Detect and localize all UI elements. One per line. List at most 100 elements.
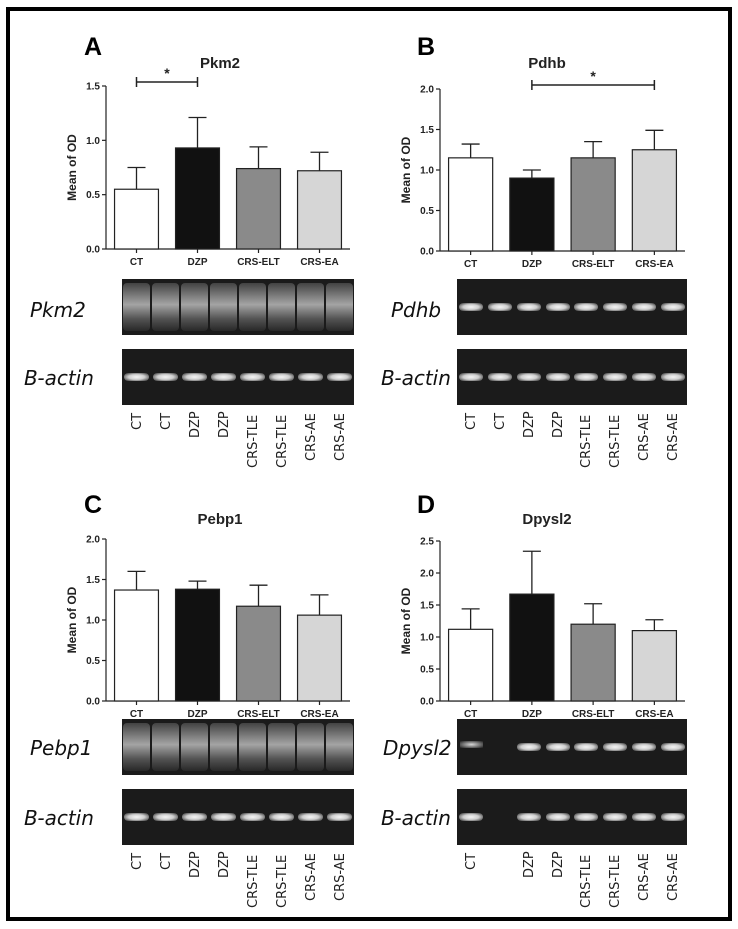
panel-letter: D (417, 491, 436, 519)
x-tick-label: CT (464, 709, 477, 720)
blot-smear (239, 723, 266, 771)
blot-smear (152, 283, 179, 331)
blot-smear (239, 283, 266, 331)
bar-ct (113, 188, 160, 250)
lane-label: CRS-AE (665, 852, 681, 901)
blot-band (574, 373, 599, 381)
x-tick-label: CRS-ELT (237, 709, 280, 720)
x-tick-label: CRS-ELT (572, 709, 615, 720)
significance-star: * (164, 65, 170, 81)
lane-label: DZP (216, 411, 232, 438)
blot-smear (268, 283, 295, 331)
blot-band (516, 303, 541, 311)
blot-band (124, 813, 149, 821)
blot-band (603, 303, 628, 311)
bar-dzp (509, 593, 555, 702)
bar-chart-pkm2: Mean of OD 0.0 0.5 1.0 1.5 CT DZP CRS-ELT CRS-EA… (65, 65, 350, 268)
y-tick-label: 0.0 (86, 245, 100, 256)
x-tick-label: CRS-EA (635, 709, 673, 720)
lane-label: CRS-TLE (274, 854, 290, 909)
bar-crs-ea (296, 614, 343, 702)
y-tick-label: 0.5 (420, 206, 434, 217)
lane-label: CT (158, 853, 174, 871)
blot-band (603, 373, 628, 381)
blot-band (269, 373, 294, 381)
lane-label: CRS-AE (303, 412, 319, 461)
y-tick-label: 1.5 (420, 601, 434, 612)
blot-label-bottom: B-actin (381, 806, 451, 830)
y-tick-label: 2.5 (420, 537, 434, 548)
figure-frame: A Pkm2 Mean of OD 0.0 0.5 1.0 1.5 CT DZP CRS-EL… (6, 7, 732, 921)
blot-band (545, 743, 570, 751)
blot-label-top: Dpysl2 (383, 736, 452, 760)
y-tick-label: 0.5 (86, 190, 100, 201)
blot-band (660, 373, 685, 381)
lane-label: CRS-AE (332, 852, 348, 901)
blot-band (516, 743, 541, 751)
significance-star: * (590, 68, 596, 84)
bar-dzp (174, 588, 221, 702)
blot-smear (297, 283, 324, 331)
bar-chart-pdhb: Mean of OD 0.0 0.5 1.0 1.5 2.0 CT DZP CRS-ELT CRS… (399, 68, 685, 270)
panel-letter: B (417, 33, 436, 61)
lane-label: CRS-TLE (579, 414, 595, 469)
y-tick-label: 0.0 (420, 247, 434, 258)
lane-label: DZP (521, 851, 537, 878)
blot-band (298, 813, 323, 821)
blot-smear (152, 723, 179, 771)
blot-band (488, 303, 513, 311)
blot-band (545, 373, 570, 381)
western-blot-b-actin (122, 789, 354, 845)
blot-smear (181, 283, 208, 331)
blot-band (124, 373, 149, 381)
lane-label: CRS-TLE (245, 414, 261, 469)
y-tick-label: 1.0 (86, 136, 100, 147)
blot-band (574, 743, 599, 751)
y-tick-label: 1.5 (420, 125, 434, 136)
lane-label: CRS-TLE (608, 854, 624, 909)
lane-label: CT (464, 853, 480, 871)
blot-band (631, 813, 656, 821)
blot-band (298, 373, 323, 381)
x-tick-label: CT (130, 257, 143, 268)
y-tick-label: 1.0 (420, 166, 434, 177)
blot-label-top: Pebp1 (30, 736, 93, 760)
y-tick-label: 2.0 (420, 85, 434, 96)
x-tick-label: CT (464, 259, 477, 270)
y-tick-label: 0.0 (420, 697, 434, 708)
blot-smear (268, 723, 295, 771)
y-tick-label: 1.0 (420, 633, 434, 644)
blot-label-top: Pdhb (391, 298, 442, 322)
western-blot-b-actin (457, 349, 687, 405)
lane-label: CRS-TLE (245, 854, 261, 909)
blot-band (488, 373, 513, 381)
blot-band (459, 813, 484, 821)
western-blot-pdhb (457, 279, 687, 335)
blot-band (574, 303, 599, 311)
blot-band (153, 813, 178, 821)
x-tick-label: DZP (522, 709, 542, 720)
lane-label: DZP (187, 411, 203, 438)
blot-band (182, 813, 207, 821)
blot-band (574, 813, 599, 821)
western-blot-pebp1 (122, 719, 354, 775)
y-axis-label: Mean of OD (399, 136, 413, 203)
x-tick-label: CRS-EA (300, 257, 338, 268)
bar-ct (447, 157, 494, 252)
bar-crs-ea (631, 630, 678, 702)
bar-crs-ea (296, 170, 343, 250)
bar-ct (113, 589, 160, 702)
blot-band (631, 303, 656, 311)
blot-smear (326, 283, 353, 331)
blot-band (660, 743, 685, 751)
y-tick-label: 2.0 (86, 535, 100, 546)
blot-band (660, 303, 685, 311)
y-axis-label: Mean of OD (65, 586, 79, 653)
western-blot-b-actin (122, 349, 354, 405)
bar-dzp (174, 147, 221, 250)
x-tick-label: DZP (188, 257, 208, 268)
x-tick-label: CRS-ELT (237, 257, 280, 268)
y-tick-label: 1.5 (86, 82, 100, 93)
blot-band (603, 813, 628, 821)
lane-label: DZP (187, 851, 203, 878)
